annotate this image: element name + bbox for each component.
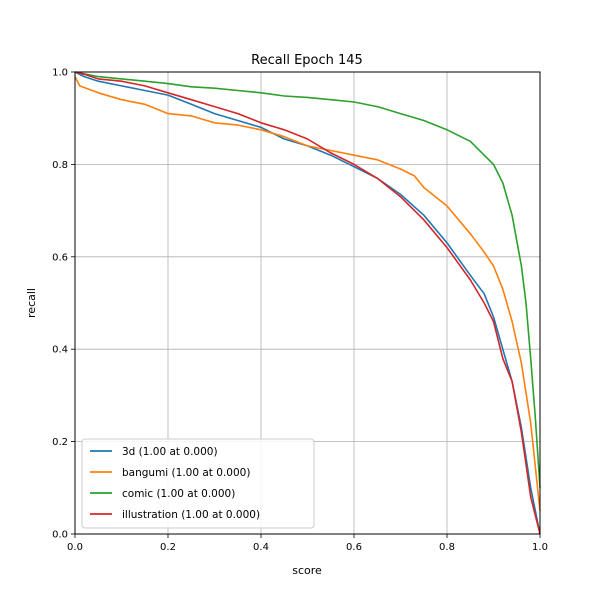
y-tick-label: 1.0 [52,68,68,79]
x-tick-label: 0.8 [439,542,455,553]
y-tick-label: 0.8 [52,160,68,171]
series-line-2 [74,71,541,488]
tick-layer: 0.0 0.2 0.4 0.6 0.8 1.0 0.0 0.2 0.4 0.6 0.8 1.0 [52,68,548,554]
x-tick-label: 0.0 [67,542,83,553]
y-tick-label: 0.4 [52,345,68,356]
series-line-0 [74,71,541,535]
x-tick-label: 0.2 [160,542,176,553]
y-tick-label: 0.6 [52,252,68,263]
y-tick-label: 0.2 [52,437,68,448]
y-axis-label: recall [25,288,38,318]
series-line-3 [74,71,541,535]
legend: 3d (1.00 at 0.000) bangumi (1.00 at 0.000… [81,438,315,529]
legend-label-0: 3d (1.00 at 0.000) [122,446,218,458]
series-layer [74,71,541,535]
y-tick-label: 0.0 [52,530,68,541]
series-line-1 [74,76,541,511]
x-tick-label: 0.6 [346,542,362,553]
plot-frame [74,71,541,535]
chart-title: Recall Epoch 145 [251,53,363,68]
legend-label-1: bangumi (1.00 at 0.000) [122,467,250,479]
x-axis-label: score [292,564,322,577]
legend-label-2: comic (1.00 at 0.000) [122,488,235,500]
legend-box [81,438,315,529]
x-tick-label: 0.4 [253,542,269,553]
x-tick-label: 1.0 [532,542,548,553]
legend-label-3: illustration (1.00 at 0.000) [122,509,260,521]
